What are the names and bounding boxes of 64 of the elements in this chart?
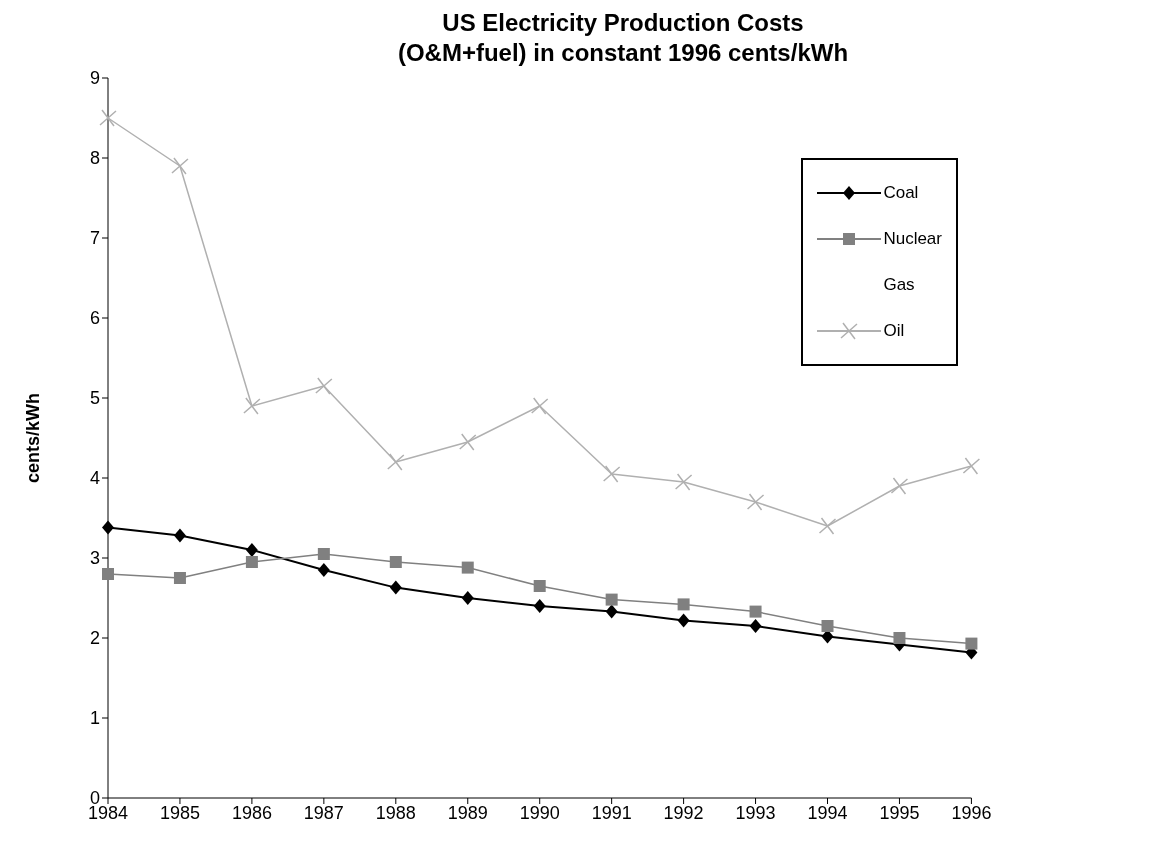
point — [243, 397, 261, 415]
point — [102, 568, 114, 580]
point — [173, 572, 186, 584]
x-tick-label: 1996 — [951, 802, 992, 823]
point — [533, 599, 546, 613]
y-tick-label: 4 — [89, 468, 100, 489]
x-tick-label: 1992 — [663, 802, 704, 823]
point — [533, 580, 546, 592]
point — [461, 561, 474, 574]
point — [962, 457, 981, 475]
point — [818, 517, 837, 535]
y-tick-label: 9 — [89, 68, 100, 89]
point — [245, 543, 258, 557]
point — [677, 598, 690, 611]
point — [245, 556, 258, 568]
point — [602, 465, 621, 483]
point — [99, 109, 117, 127]
x-tick-label: 1995 — [879, 802, 920, 823]
point — [890, 477, 909, 495]
x-tick-label: 1988 — [375, 802, 416, 823]
point — [387, 453, 405, 471]
x-tick-label: 1993 — [735, 802, 776, 823]
legend-label: Oil — [883, 321, 905, 341]
y-axis-title: cents/kWh — [23, 392, 44, 484]
point — [389, 556, 402, 568]
point — [102, 520, 114, 535]
point — [315, 377, 333, 395]
point — [893, 632, 906, 644]
chart-subtitle: (O&M+fuel) in constant 1996 cents/kWh — [396, 38, 850, 68]
text: Gas — [883, 275, 915, 295]
point — [459, 433, 477, 451]
y-tick-label: 3 — [89, 548, 100, 569]
y-tick-label: 1 — [89, 708, 100, 729]
x-tick-label: 1994 — [807, 802, 848, 823]
point — [965, 637, 978, 650]
point — [677, 613, 690, 628]
point — [461, 591, 474, 605]
point — [530, 397, 549, 415]
point — [674, 473, 693, 491]
point — [605, 593, 618, 606]
point — [317, 548, 330, 560]
y-tick-label: 2 — [89, 628, 100, 649]
x-tick-label: 1990 — [519, 802, 560, 823]
point — [746, 493, 765, 511]
point — [605, 604, 618, 619]
point — [317, 563, 330, 577]
point — [749, 619, 762, 633]
point — [171, 157, 189, 175]
legend-label: Coal — [883, 183, 919, 203]
x-tick-label: 1991 — [591, 802, 632, 823]
y-tick-label: 6 — [89, 308, 100, 329]
y-tick-label: 8 — [89, 148, 100, 169]
y-tick-label: 5 — [89, 388, 100, 409]
point — [749, 605, 762, 618]
point — [821, 620, 834, 632]
point — [173, 528, 186, 543]
y-tick-label: 7 — [89, 228, 100, 249]
legend-label: Nuclear — [883, 229, 942, 249]
x-tick-label: 1987 — [303, 802, 344, 823]
chart-title: US Electricity Production Costs — [441, 8, 805, 38]
x-tick-label: 1985 — [159, 802, 200, 823]
x-tick-label: 1986 — [231, 802, 272, 823]
x-tick-label: 1989 — [447, 802, 488, 823]
point — [389, 580, 402, 595]
